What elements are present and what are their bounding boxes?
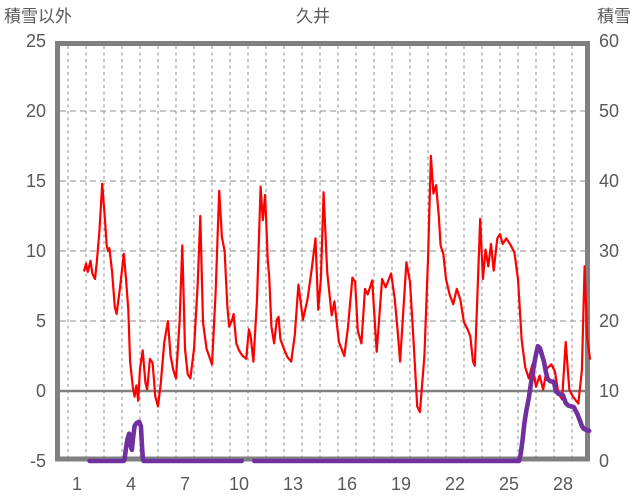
right-axis-title: 積雪	[597, 7, 631, 26]
right-tick-label: 40	[599, 171, 619, 191]
left-axis-title: 積雪以外	[4, 7, 72, 26]
x-tick-label: 4	[126, 474, 136, 494]
left-tick-label: 15	[26, 171, 46, 191]
data-series	[83, 154, 592, 464]
x-tick-label: 13	[283, 474, 303, 494]
x-tick-label: 25	[499, 474, 519, 494]
right-tick-label: 50	[599, 101, 619, 121]
right-tick-label: 60	[599, 31, 619, 51]
right-tick-label: 30	[599, 241, 619, 261]
left-tick-label: -5	[30, 451, 46, 471]
left-tick-label: 0	[36, 381, 46, 401]
chart-title: 久井	[296, 7, 330, 26]
x-tick-label: 1	[72, 474, 82, 494]
x-tick-label: 16	[337, 474, 357, 494]
snow-depth-line	[252, 343, 592, 464]
x-tick-label: 7	[180, 474, 190, 494]
temperature-line	[83, 154, 592, 414]
right-tick-label: 10	[599, 381, 619, 401]
snow-depth-line	[87, 419, 244, 464]
right-tick-label: 20	[599, 311, 619, 331]
x-tick-label: 19	[391, 474, 411, 494]
left-tick-label: 5	[36, 311, 46, 331]
axis-tick-labels: 1 4 7 10 13 16 19 22 25 282520151050-560504030201…	[26, 31, 619, 494]
left-tick-label: 25	[26, 31, 46, 51]
left-tick-label: 20	[26, 101, 46, 121]
right-tick-label: 0	[599, 451, 609, 471]
x-tick-label: 28	[553, 474, 573, 494]
left-tick-label: 10	[26, 241, 46, 261]
x-tick-label: 22	[445, 474, 465, 494]
x-tick-label: 10	[229, 474, 249, 494]
